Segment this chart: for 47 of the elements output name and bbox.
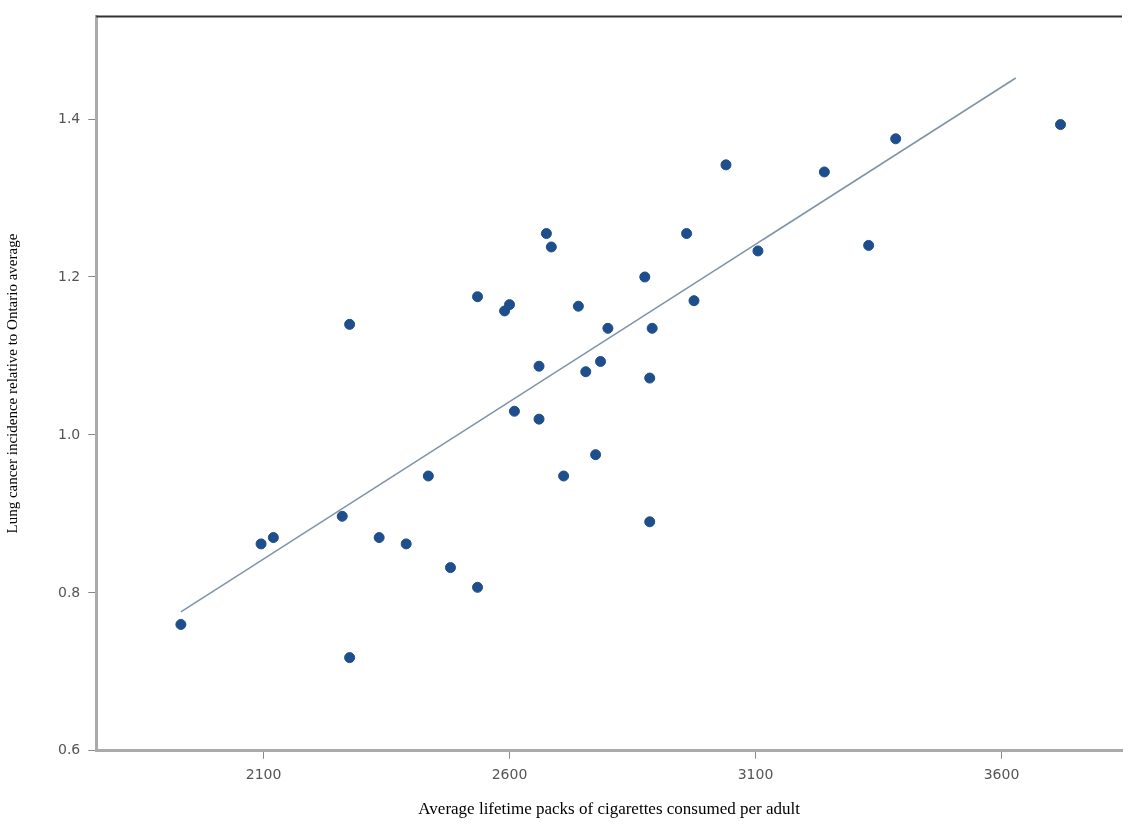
point [720,159,732,171]
point [540,228,552,240]
point [580,366,592,378]
point [533,413,545,425]
point [644,372,656,384]
point [422,470,434,482]
point [572,300,584,312]
point [400,538,412,550]
point [508,405,520,417]
y-tick-label: 1.4 [58,109,81,126]
point [472,581,484,593]
point [558,470,570,482]
y-tick-label: 0.8 [58,583,81,600]
point [504,299,516,311]
point [818,166,830,178]
point [344,318,356,330]
point [255,538,267,550]
x-tick-label: 3600 [983,765,1020,782]
y-tick-label: 1.2 [58,267,81,284]
x-tick-label: 2600 [491,765,528,782]
point [533,360,545,372]
point [644,516,656,528]
point [336,510,348,522]
point [646,322,658,334]
point [602,322,614,334]
point [752,245,764,257]
point [590,449,602,461]
point [681,228,693,240]
x-tick-label: 2100 [245,765,282,782]
point [175,618,187,630]
y-axis-title: Lung cancer incidence relative to Ontario average [3,233,20,534]
point [373,532,385,544]
point [688,295,700,307]
y-tick-label: 0.6 [58,741,81,758]
x-axis-title: Average lifetime packs of cigarettes consumed per adult [418,799,801,819]
point [472,291,484,303]
point [863,239,875,251]
point [267,532,279,544]
x-tick-label: 3100 [737,765,774,782]
point [545,241,557,253]
point [639,271,651,283]
point [890,133,902,145]
point [595,355,607,367]
y-tick-label: 1.0 [58,425,81,442]
point [444,562,456,574]
point [1055,119,1067,131]
point [344,652,356,664]
